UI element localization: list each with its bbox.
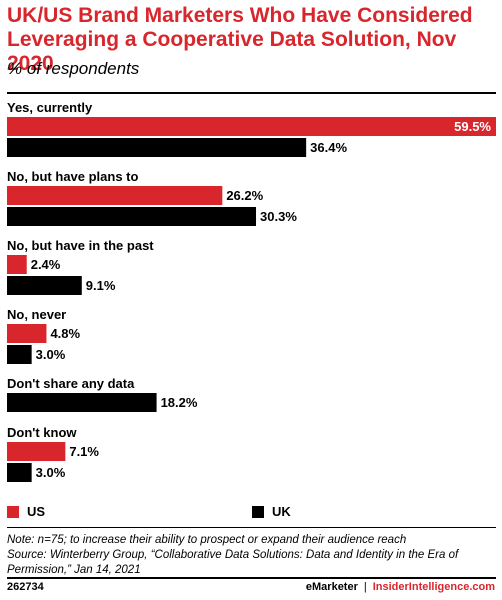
bar-uk bbox=[7, 207, 257, 226]
brand-insider-intelligence: InsiderIntelligence.com bbox=[372, 581, 495, 593]
value-label-us: 59.5% bbox=[454, 119, 491, 134]
note-divider bbox=[7, 527, 496, 528]
legend-swatch-us bbox=[7, 505, 19, 518]
brand-emarketer: eMarketer bbox=[305, 581, 358, 593]
bar-us bbox=[7, 186, 223, 205]
bar-uk bbox=[7, 393, 157, 412]
value-label-uk: 9.1% bbox=[86, 278, 116, 293]
value-label-us: 7.1% bbox=[69, 444, 99, 459]
bar-us bbox=[7, 324, 47, 343]
chart-id: 262734 bbox=[7, 581, 44, 593]
value-label-us: 4.8% bbox=[50, 326, 80, 341]
bar-uk bbox=[7, 463, 32, 482]
footer-brand: eMarketer | InsiderIntelligence.com bbox=[306, 581, 495, 593]
legend-item-uk: UK bbox=[252, 504, 291, 519]
value-label-uk: 36.4% bbox=[310, 140, 347, 155]
value-label-uk: 18.2% bbox=[161, 395, 198, 410]
note-text: Note: n=75; to increase their ability to… bbox=[7, 534, 407, 546]
chart-subtitle: % of respondents bbox=[7, 59, 140, 78]
footer-divider bbox=[7, 577, 496, 579]
category-label: No, but have plans to bbox=[7, 169, 139, 184]
category-label: Yes, currently bbox=[7, 100, 93, 115]
value-label-us: 2.4% bbox=[31, 257, 61, 272]
legend-label-us: US bbox=[27, 504, 46, 519]
value-label-uk: 3.0% bbox=[36, 347, 66, 362]
category-label: Don't share any data bbox=[7, 376, 135, 391]
category-label: Don't know bbox=[7, 425, 77, 440]
legend-item-us: US bbox=[7, 504, 45, 519]
brand-separator: | bbox=[363, 581, 367, 593]
value-label-us: 26.2% bbox=[226, 188, 263, 203]
category-label: No, never bbox=[7, 307, 66, 322]
value-label-uk: 30.3% bbox=[260, 209, 297, 224]
chart-title: UK/US Brand Marketers Who Have Considere… bbox=[7, 4, 473, 75]
legend-label-uk: UK bbox=[272, 504, 291, 519]
category-label: No, but have in the past bbox=[7, 238, 154, 253]
bar-uk bbox=[7, 345, 32, 364]
legend-swatch-uk bbox=[252, 505, 264, 518]
chart-note: Note: n=75; to increase their ability to… bbox=[7, 533, 497, 578]
bar-us bbox=[7, 442, 66, 461]
bar-uk bbox=[7, 276, 82, 295]
source-text: Source: Winterberry Group, “Collaborativ… bbox=[7, 549, 459, 576]
bar-chart: Yes, currently 59.5% 36.4% No, but have pla… bbox=[7, 92, 496, 482]
bar-uk bbox=[7, 138, 307, 157]
bar-us bbox=[7, 117, 496, 136]
bar-us bbox=[7, 255, 27, 274]
value-label-uk: 3.0% bbox=[36, 465, 66, 480]
